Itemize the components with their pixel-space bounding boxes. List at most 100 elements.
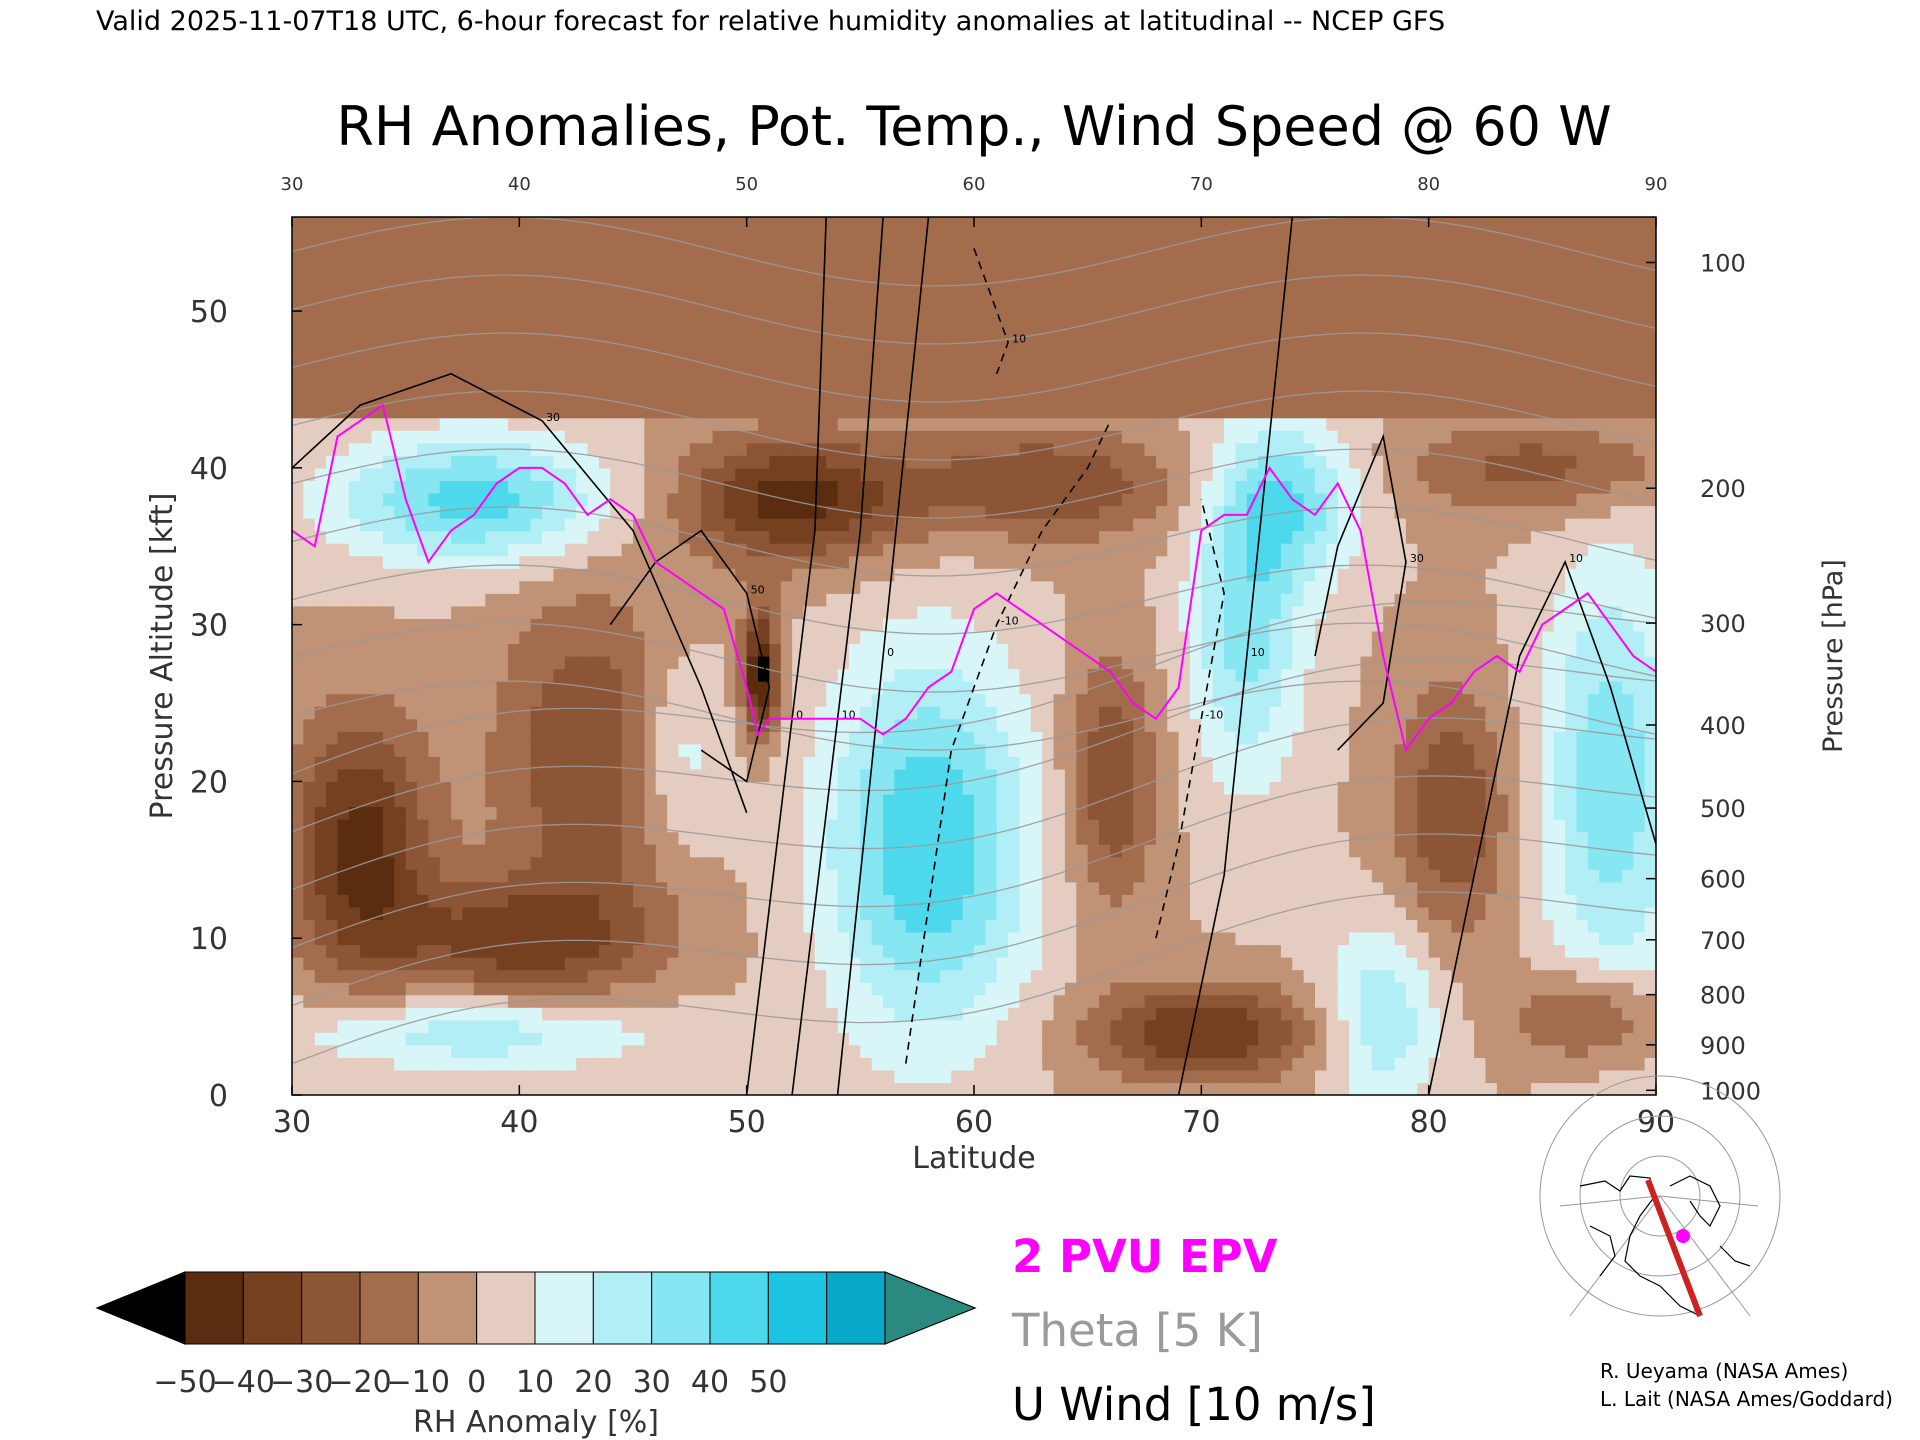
field-cell xyxy=(667,906,680,920)
field-cell xyxy=(621,881,634,895)
field-cell xyxy=(1019,643,1032,657)
field-cell xyxy=(974,279,986,293)
field-cell xyxy=(1064,405,1077,419)
field-cell xyxy=(587,806,600,820)
field-cell xyxy=(1019,831,1032,845)
field-cell xyxy=(451,831,464,845)
field-cell xyxy=(451,994,464,1008)
field-cell xyxy=(1064,957,1077,971)
field-cell xyxy=(326,530,339,544)
field-cell xyxy=(326,819,339,833)
field-cell xyxy=(814,229,827,243)
field-cell xyxy=(428,793,441,808)
field-cell xyxy=(542,593,555,607)
field-cell xyxy=(576,1069,589,1084)
field-cell xyxy=(962,530,975,544)
field-cell xyxy=(837,505,850,519)
field-cell xyxy=(712,831,725,845)
field-cell xyxy=(723,367,736,381)
field-cell xyxy=(894,1057,907,1071)
field-cell xyxy=(871,681,884,695)
field-cell xyxy=(564,304,577,318)
field-cell xyxy=(621,242,634,256)
field-cell xyxy=(485,254,498,268)
field-cell xyxy=(792,957,805,971)
field-cell xyxy=(462,768,475,783)
field-cell xyxy=(689,706,702,720)
field-cell xyxy=(996,630,1009,645)
field-cell xyxy=(1030,505,1043,519)
field-cell xyxy=(530,568,543,582)
field-cell xyxy=(1076,793,1089,808)
field-cell xyxy=(996,656,1009,670)
field-cell xyxy=(451,254,464,268)
field-cell xyxy=(542,505,555,519)
field-cell xyxy=(644,681,657,695)
field-cell xyxy=(633,455,645,469)
field-cell xyxy=(598,894,611,908)
field-cell xyxy=(871,806,884,820)
field-cell xyxy=(348,405,361,419)
field-cell xyxy=(735,731,748,745)
field-cell xyxy=(758,768,770,783)
field-cell xyxy=(576,793,589,808)
field-cell xyxy=(803,706,816,720)
field-cell xyxy=(1008,279,1021,293)
field-cell xyxy=(826,1019,839,1033)
field-cell xyxy=(644,555,657,569)
field-cell xyxy=(689,555,702,569)
field-cell xyxy=(780,618,793,632)
field-cell xyxy=(610,267,623,281)
field-cell xyxy=(1076,781,1089,795)
field-cell xyxy=(473,354,486,369)
field-cell xyxy=(1099,944,1111,958)
field-cell xyxy=(451,430,464,444)
field-cell xyxy=(1087,1044,1100,1058)
field-cell xyxy=(735,242,748,256)
field-cell xyxy=(326,919,339,933)
field-cell xyxy=(314,380,327,394)
field-cell xyxy=(1087,304,1100,318)
field-cell xyxy=(314,693,327,707)
field-cell xyxy=(428,969,441,983)
field-cell xyxy=(814,994,827,1008)
field-cell xyxy=(621,894,634,908)
field-cell xyxy=(610,944,623,958)
field-cell xyxy=(928,267,941,281)
field-cell xyxy=(1008,1082,1021,1095)
field-cell xyxy=(371,806,384,820)
field-cell xyxy=(1053,342,1066,356)
field-cell xyxy=(792,881,805,895)
field-cell xyxy=(928,543,941,557)
field-cell xyxy=(939,957,952,971)
field-cell xyxy=(507,568,520,582)
field-cell xyxy=(826,731,839,745)
field-cell xyxy=(883,342,896,356)
field-cell xyxy=(1087,1007,1100,1021)
field-cell xyxy=(428,530,441,544)
field-cell xyxy=(678,844,691,858)
field-cell xyxy=(848,844,861,858)
field-cell xyxy=(348,819,361,833)
field-cell xyxy=(905,793,918,808)
field-cell xyxy=(848,392,861,406)
field-cell xyxy=(860,455,873,469)
field-cell xyxy=(723,580,736,594)
field-cell xyxy=(576,242,589,256)
field-cell xyxy=(689,217,702,231)
field-cell xyxy=(1064,317,1077,331)
field-cell xyxy=(1042,969,1055,983)
field-cell xyxy=(814,304,827,318)
field-cell xyxy=(314,304,327,318)
field-cell xyxy=(917,731,930,745)
field-cell xyxy=(462,681,475,695)
field-cell xyxy=(735,254,748,268)
field-cell xyxy=(803,317,816,331)
field-cell xyxy=(496,656,509,670)
field-cell xyxy=(848,254,861,268)
field-cell xyxy=(985,292,998,306)
field-cell xyxy=(905,969,918,983)
field-cell xyxy=(985,1032,998,1046)
field-cell xyxy=(644,768,657,783)
field-cell xyxy=(792,417,805,431)
